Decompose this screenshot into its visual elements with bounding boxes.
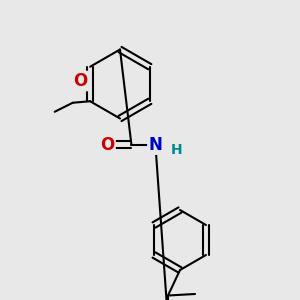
Text: N: N: [148, 136, 162, 154]
Text: O: O: [100, 136, 115, 154]
Text: H: H: [171, 143, 183, 157]
Text: O: O: [73, 72, 88, 90]
